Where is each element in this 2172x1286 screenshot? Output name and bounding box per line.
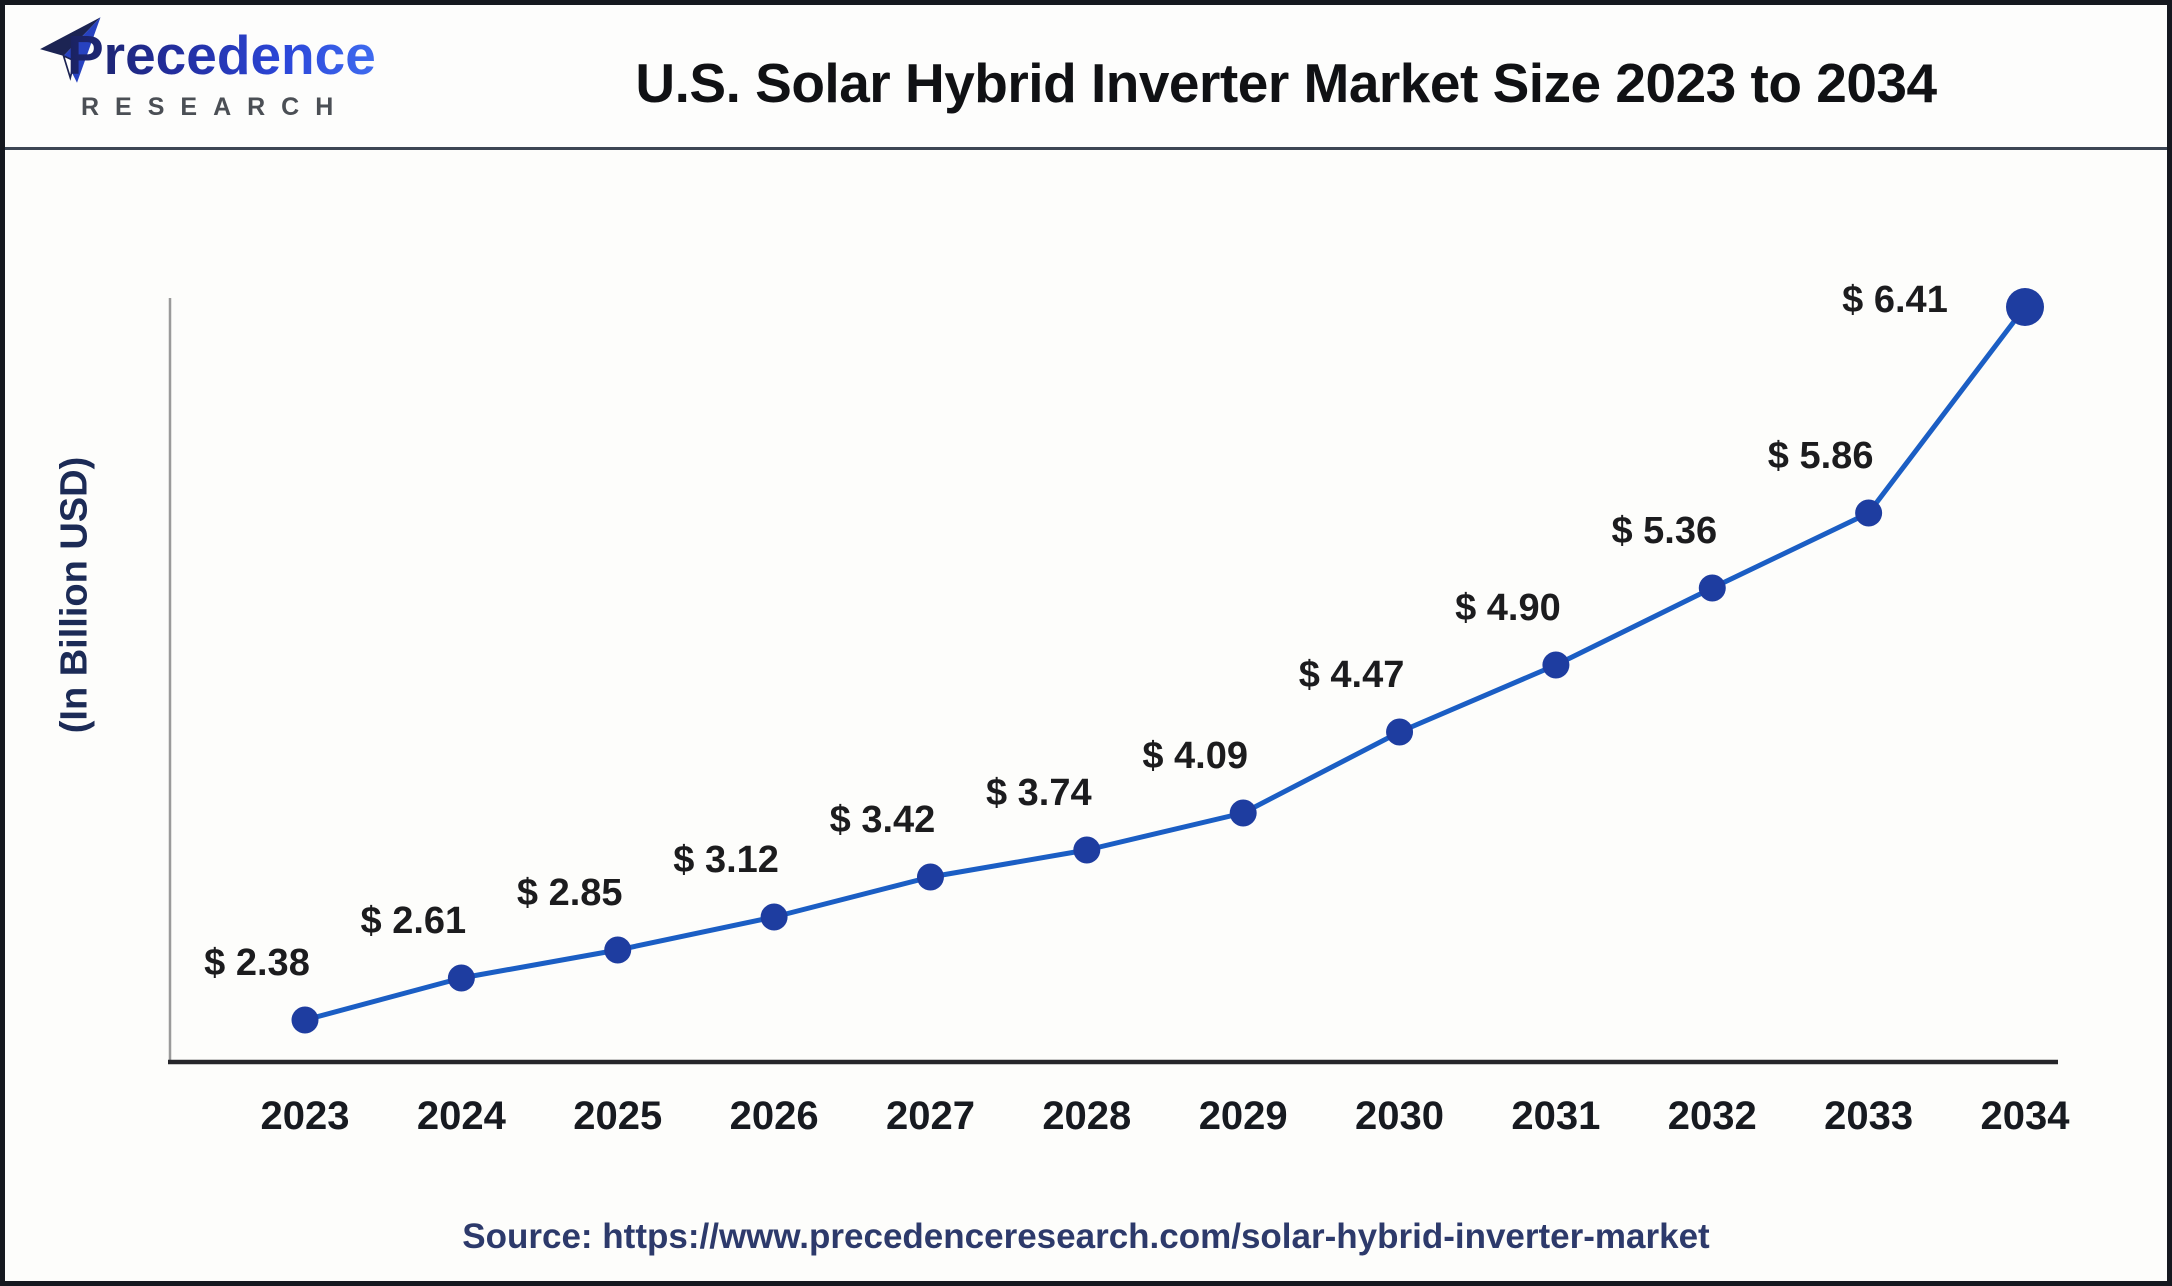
data-point [1229, 799, 1257, 827]
x-axis-tick-label: 2028 [1042, 1094, 1131, 1138]
data-point [2006, 288, 2044, 326]
data-point-label: $ 4.47 [1299, 654, 1405, 696]
logo-wordmark: Precedence [67, 24, 376, 86]
x-axis-tick-label: 2024 [417, 1094, 507, 1138]
data-point [760, 903, 788, 931]
data-point-label: $ 3.42 [830, 799, 936, 841]
x-axis-tick-label: 2027 [886, 1094, 975, 1138]
data-point-label: $ 5.86 [1768, 435, 1874, 477]
data-point-label: $ 6.41 [1842, 279, 1948, 321]
line-chart: $ 2.38 2023 $ 2.61 2024 $ 2.85 2025 $ 3.12 2026… [168, 279, 2071, 1138]
header: Precedence RESEARCH U.S. Solar Hybrid In… [5, 5, 2167, 150]
data-point [1542, 651, 1570, 679]
data-point [1386, 718, 1414, 746]
data-point [1073, 836, 1101, 864]
data-point [916, 863, 944, 891]
data-point [604, 936, 632, 964]
x-axis-tick-label: 2025 [573, 1094, 662, 1138]
data-point-label: $ 4.09 [1142, 735, 1248, 777]
data-point-label: $ 2.38 [204, 942, 310, 984]
data-point [447, 964, 475, 992]
x-axis-tick-label: 2026 [730, 1094, 819, 1138]
x-axis-tick-label: 2034 [1981, 1094, 2071, 1138]
x-axis-tick-label: 2031 [1511, 1094, 1600, 1138]
data-point [291, 1006, 319, 1034]
x-axis-tick-label: 2023 [261, 1094, 350, 1138]
y-axis-label: (In Billion USD) [53, 456, 96, 734]
data-point-label: $ 5.36 [1611, 510, 1717, 552]
logo: Precedence RESEARCH [5, 5, 425, 147]
data-point-label: $ 2.61 [361, 900, 467, 942]
data-point-label: $ 3.74 [986, 772, 1092, 814]
x-axis-tick-label: 2030 [1355, 1094, 1444, 1138]
data-point-label: $ 4.90 [1455, 587, 1561, 629]
data-point-label: $ 3.12 [673, 839, 779, 881]
logo-subtitle: RESEARCH [81, 93, 350, 121]
series-line [302, 304, 2028, 1023]
x-axis-tick-label: 2029 [1199, 1094, 1288, 1138]
chart-title: U.S. Solar Hybrid Inverter Market Size 2… [635, 52, 1937, 114]
paper-plane-icon [40, 17, 101, 83]
data-point [1855, 499, 1883, 527]
source-text: Source: https://www.precedenceresearch.c… [462, 1217, 1710, 1256]
data-point-label: $ 2.85 [517, 872, 623, 914]
x-axis-tick-label: 2033 [1824, 1094, 1913, 1138]
data-point [1698, 574, 1726, 602]
x-axis-tick-label: 2032 [1668, 1094, 1757, 1138]
